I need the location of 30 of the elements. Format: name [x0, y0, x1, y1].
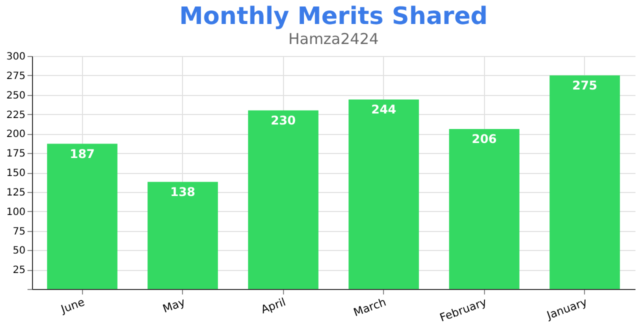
x-tick-label: June [58, 295, 87, 316]
y-tick-label: 75 [12, 226, 26, 238]
y-tick-label: 25 [12, 265, 26, 276]
y-tick-label: 200 [6, 129, 26, 140]
x-tick-label: April [259, 296, 288, 316]
bar [449, 129, 520, 289]
y-tick-label: 100 [6, 206, 26, 218]
bar [148, 182, 218, 289]
y-tick-label: 150 [6, 168, 26, 179]
data-label: 206 [472, 132, 497, 146]
bar [348, 99, 419, 289]
data-label: 275 [572, 78, 598, 92]
x-tick-label: May [161, 295, 188, 316]
y-tick-label: 225 [6, 110, 26, 121]
y-tick-label: 50 [12, 246, 26, 257]
y-tick-label: 175 [6, 148, 26, 160]
y-tick-label: 125 [6, 187, 26, 198]
chart-title: Monthly Merits Shared [179, 2, 488, 30]
data-label: 244 [371, 102, 396, 116]
y-tick-label: 300 [6, 52, 26, 62]
chart-subtitle: Hamza2424 [288, 30, 379, 48]
data-label: 138 [170, 184, 196, 199]
bar [47, 144, 118, 289]
data-label: 230 [270, 113, 296, 128]
bar [248, 110, 318, 289]
y-tick-label: 275 [6, 70, 26, 82]
x-tick-label: March [352, 296, 388, 320]
y-tick-label: 250 [6, 90, 26, 102]
bar [550, 75, 620, 289]
data-label: 187 [70, 146, 95, 161]
